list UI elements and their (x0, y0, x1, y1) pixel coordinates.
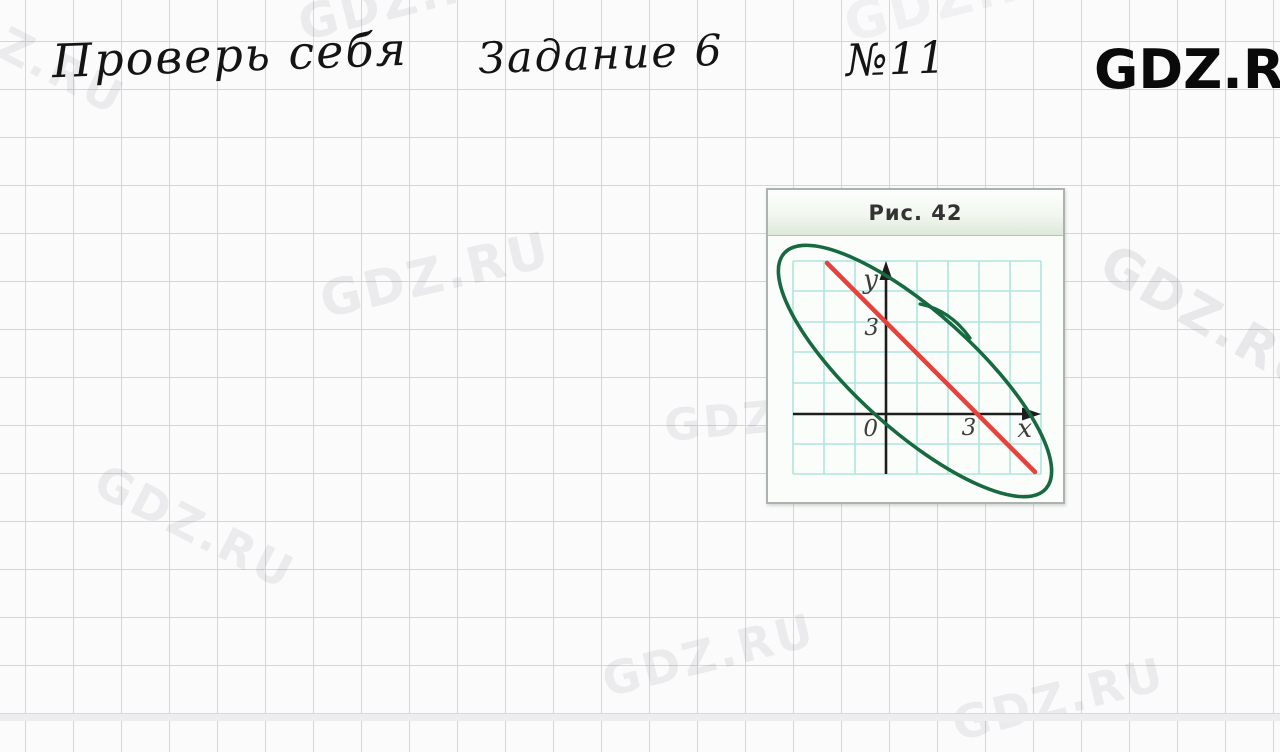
origin-label: 0 (863, 416, 878, 442)
figure-card: Рис. 42 (766, 188, 1065, 504)
watermark-gdz: GDZ.RU (85, 453, 304, 601)
watermark-gdz: GDZ.RU (1089, 233, 1280, 407)
x-tick-label-3: 3 (962, 415, 977, 441)
handwriting-task-label: Задание 6 (477, 25, 725, 85)
y-tick-label-3: 3 (864, 315, 879, 341)
handwriting-task-number: №11 (845, 32, 948, 87)
coordinate-plane: y x 0 3 3 (792, 260, 1042, 475)
gdz-logo: GDZ.RU (1094, 38, 1280, 101)
function-line (824, 260, 1038, 475)
handwriting-check-yourself: Проверь себя (51, 21, 409, 89)
figure-plot-area: y x 0 3 3 (768, 236, 1063, 501)
y-axis-label: y (862, 265, 878, 295)
figure-header: Рис. 42 (768, 190, 1063, 236)
bottom-strip (0, 713, 1280, 721)
watermark-gdz: GDZ.RU (314, 220, 557, 330)
x-axis-label: x (1017, 414, 1032, 444)
y-axis-arrow-icon (879, 261, 893, 280)
watermark-gdz: GDZ.RU (946, 646, 1171, 752)
figure-title: Рис. 42 (868, 200, 963, 225)
watermark-gdz: GDZ.RU (596, 602, 821, 708)
